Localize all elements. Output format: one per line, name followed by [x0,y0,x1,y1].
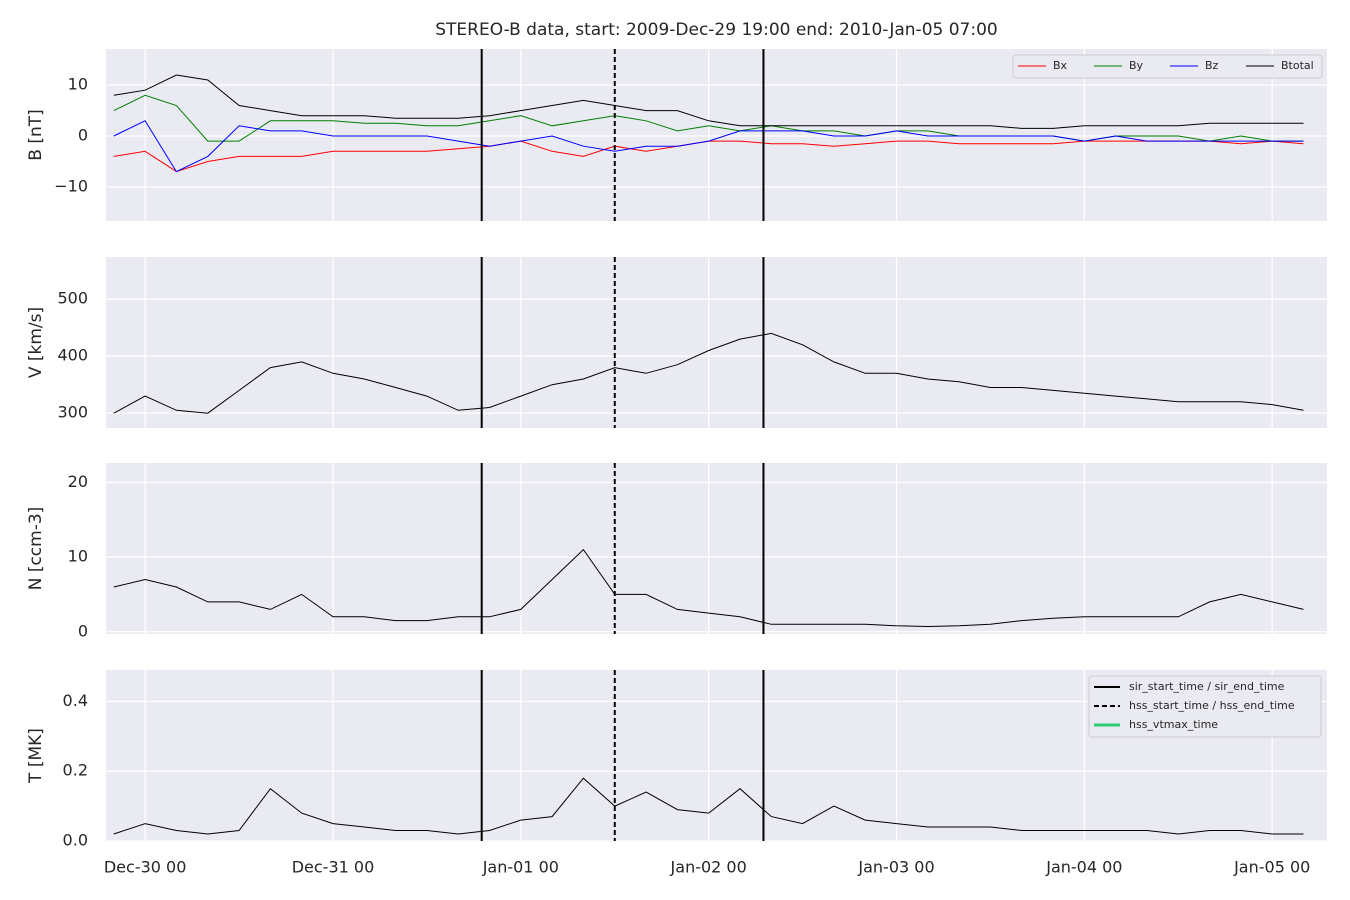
y-tick-label: 500 [57,289,88,308]
data-line [113,332,1304,414]
y-axis-label: V [km/s] [26,307,46,378]
data-line [113,74,1304,129]
y-axis-label: B [nT] [26,109,46,161]
y-axis-label: T [MK] [26,728,46,784]
legend-box [1012,54,1323,79]
legend-label: Btotal [1281,59,1314,72]
data-line [113,777,1304,835]
x-tick-label: Jan-03 00 [857,858,934,877]
chart-title: STEREO-B data, start: 2009-Dec-29 19:00 … [435,20,997,40]
legend-label: hss_vtmax_time [1129,718,1218,731]
x-tick-label: Jan-05 00 [1233,858,1310,877]
y-tick-label: 0 [78,126,88,145]
y-tick-label: 0.0 [63,831,88,850]
y-tick-label: −10 [54,176,88,195]
legend-label: By [1129,59,1144,72]
x-tick-label: Dec-31 00 [292,858,375,877]
x-tick-label: Jan-04 00 [1045,858,1122,877]
legend-box [1088,675,1322,738]
y-tick-label: 0.4 [63,691,88,710]
x-tick-label: Dec-30 00 [104,858,187,877]
y-tick-label: 0.2 [63,761,88,780]
y-axis-label: N [ccm-3] [26,507,46,591]
y-tick-label: 400 [57,346,88,365]
y-tick-label: 300 [57,403,88,422]
legend-label: Bz [1205,59,1219,72]
legend-label: sir_start_time / sir_end_time [1129,680,1285,693]
y-tick-label: 20 [68,472,88,491]
legend-label: Bx [1053,59,1068,72]
data-line [113,120,1304,173]
x-tick-label: Jan-02 00 [670,858,747,877]
plot-area [106,257,1327,428]
y-tick-label: 0 [78,621,88,640]
legend-label: hss_start_time / hss_end_time [1129,699,1295,712]
y-tick-label: 10 [68,547,88,566]
data-line [113,548,1304,628]
plot-area [106,463,1327,634]
y-tick-label: 10 [68,75,88,94]
legend: sir_start_time / sir_end_time hss_start_t… [1088,675,1322,738]
x-tick-label: Jan-01 00 [482,858,559,877]
legend: Bx By Bz Btotal [1012,54,1323,79]
